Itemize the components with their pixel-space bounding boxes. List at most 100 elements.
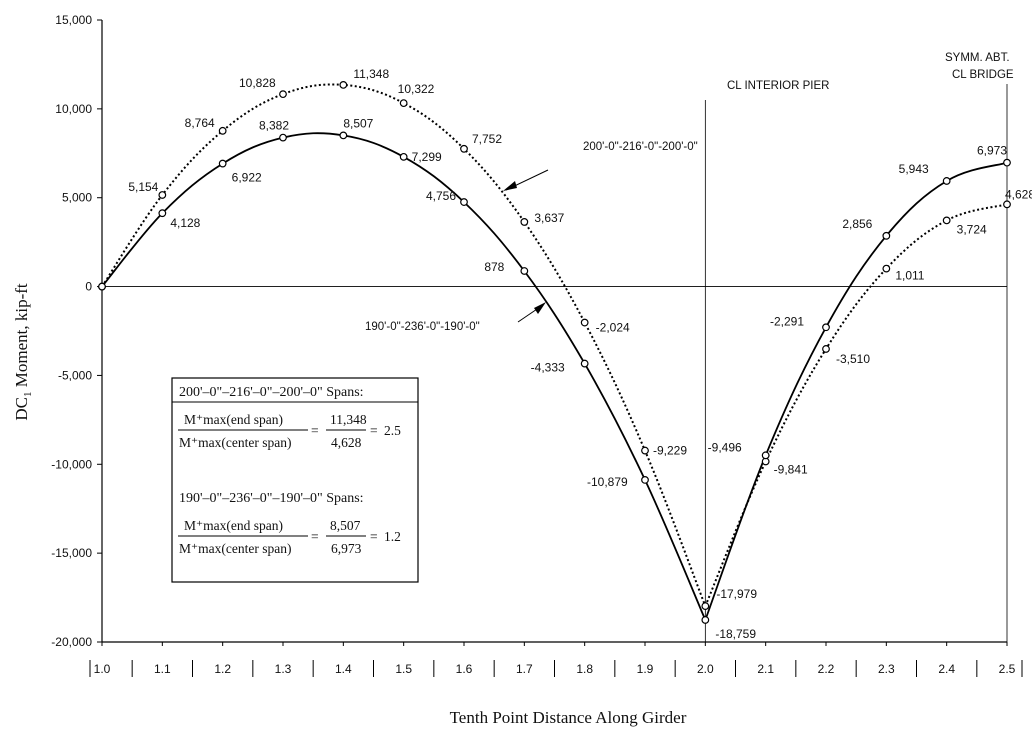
- x-tick-label: 2.4: [938, 662, 955, 676]
- point-solid: [339, 131, 348, 140]
- data-label-dotted: 7,752: [472, 132, 502, 146]
- y-tick-label: -15,000: [51, 546, 92, 560]
- point-solid: [942, 177, 951, 185]
- y-tick-label: 5,000: [62, 191, 92, 205]
- box-title-1: 200'–0"–216'–0"–200'–0" Spans:: [179, 385, 364, 400]
- x-tick-label: 1.7: [516, 662, 533, 676]
- point-solid: [882, 231, 891, 240]
- box-eq-den-1: 4,628: [331, 435, 362, 450]
- data-label-dotted: -3,510: [836, 352, 870, 366]
- x-tick-label: 1.4: [335, 662, 352, 676]
- arrow-solid-head: [534, 302, 546, 314]
- data-label-solid: 8,507: [343, 116, 373, 130]
- point-dotted: [942, 216, 951, 225]
- x-tick-label: 1.2: [214, 662, 231, 676]
- point-solid: [580, 359, 589, 368]
- data-label-solid: 6,973: [977, 144, 1007, 158]
- x-tick-label: 1.8: [576, 662, 593, 676]
- x-tick-label: 1.5: [395, 662, 412, 676]
- x-tick-label: 2.2: [818, 662, 835, 676]
- point-dotted: [399, 99, 408, 108]
- x-tick-label: 1.3: [275, 662, 292, 676]
- point-solid: [1003, 158, 1011, 167]
- data-label-solid: 5,943: [899, 162, 929, 176]
- x-tick-label: 2.3: [878, 662, 895, 676]
- y-title-rest: Moment, kip-ft: [12, 283, 31, 391]
- y-tick-label: 10,000: [55, 102, 92, 116]
- y-tick-label: -20,000: [51, 635, 92, 649]
- svg-text:DC1 Moment, kip-ft: DC1 Moment, kip-ft: [12, 283, 34, 421]
- point-dotted: [701, 602, 710, 610]
- point-solid: [279, 133, 287, 142]
- point-solid: [822, 323, 830, 332]
- box-num-2: M⁺max(end span): [184, 518, 283, 533]
- box-eq-2a: =: [311, 529, 319, 544]
- box-eq-num-1: 11,348: [330, 412, 367, 427]
- x-tick-label: 1.9: [637, 662, 654, 676]
- box-eq-1a: =: [311, 423, 319, 438]
- point-dotted: [460, 144, 468, 153]
- box-eq-num-2: 8,507: [330, 518, 361, 533]
- data-label-dotted: -2,024: [596, 321, 630, 335]
- series-name-dotted: 200'-0"-216'-0"-200'-0": [583, 141, 698, 153]
- series-dotted-line: [101, 83, 707, 607]
- ratio-box: 200'–0"–216'–0"–200'–0" Spans: M⁺max(end…: [171, 377, 419, 583]
- y-tick-label: -5,000: [58, 368, 92, 382]
- data-points: [98, 81, 1011, 624]
- point-solid: [399, 152, 408, 161]
- data-label-dotted: -9,229: [653, 444, 687, 458]
- box-den-2: M⁺max(center span): [179, 541, 291, 556]
- x-tick-label: 1.1: [154, 662, 171, 676]
- y-axis-title: DC1 Moment, kip-ft: [12, 283, 34, 421]
- data-label-solid: -18,759: [715, 627, 756, 641]
- series-dotted-line: [704, 203, 1008, 607]
- y-tick-label: 15,000: [55, 13, 92, 27]
- axes: 15,000 10,000 5,000 0 -5,000 -10,000 -15,000 -2…: [51, 13, 1023, 677]
- ratio-box-frame: [171, 377, 419, 583]
- point-dotted: [279, 90, 287, 99]
- symm-annotation-line2: CL BRIDGE: [952, 69, 1014, 81]
- data-label-solid: -2,291: [770, 314, 804, 328]
- data-label-solid: -9,496: [708, 440, 742, 454]
- point-solid: [158, 209, 167, 218]
- data-label-solid: 7,299: [412, 150, 442, 164]
- point-dotted: [520, 218, 529, 226]
- data-label-dotted: 11,348: [353, 67, 389, 81]
- symm-annotation-line1: SYMM. ABT.: [945, 52, 1010, 64]
- box-eq-1b: =: [370, 423, 378, 438]
- box-eq-val-2: 1.2: [384, 529, 401, 544]
- point-solid: [641, 476, 649, 484]
- y-tick-label: -10,000: [51, 457, 92, 471]
- point-dotted: [218, 126, 227, 135]
- box-eq-den-2: 6,973: [331, 541, 362, 556]
- data-label-solid: 6,922: [232, 171, 262, 185]
- data-label-dotted: -9,841: [774, 462, 808, 476]
- data-label-dotted: 8,764: [185, 116, 215, 130]
- data-label-dotted: 3,724: [957, 222, 987, 236]
- data-label-solid: 878: [484, 260, 504, 274]
- box-eq-2b: =: [370, 529, 378, 544]
- point-dotted: [339, 81, 348, 89]
- data-label-dotted: 10,322: [398, 82, 435, 96]
- box-eq-val-1: 2.5: [384, 423, 401, 438]
- y-tick-label: 0: [85, 280, 92, 294]
- x-tick-label: 1.0: [94, 662, 111, 676]
- data-label-solid: -10,879: [587, 475, 628, 489]
- data-label-solid: 4,128: [170, 216, 200, 230]
- series-solid-line: [101, 132, 707, 621]
- point-solid: [218, 159, 227, 168]
- box-num-1: M⁺max(end span): [184, 412, 283, 427]
- point-solid: [98, 282, 106, 291]
- data-label-solid: 4,756: [426, 189, 456, 203]
- point-solid: [761, 451, 770, 460]
- data-label-solid: -4,333: [531, 361, 565, 375]
- data-label-dotted: 3,637: [534, 211, 564, 225]
- box-den-1: M⁺max(center span): [179, 435, 291, 450]
- point-dotted: [822, 345, 830, 353]
- point-dotted: [158, 191, 167, 199]
- data-labels: 5,154 8,764 10,828 11,348 10,322 7,752 3,637 -2…: [128, 67, 1032, 641]
- data-label-dotted: 4,628: [1005, 187, 1032, 201]
- point-dotted: [641, 446, 649, 455]
- data-label-solid: 8,382: [259, 119, 289, 133]
